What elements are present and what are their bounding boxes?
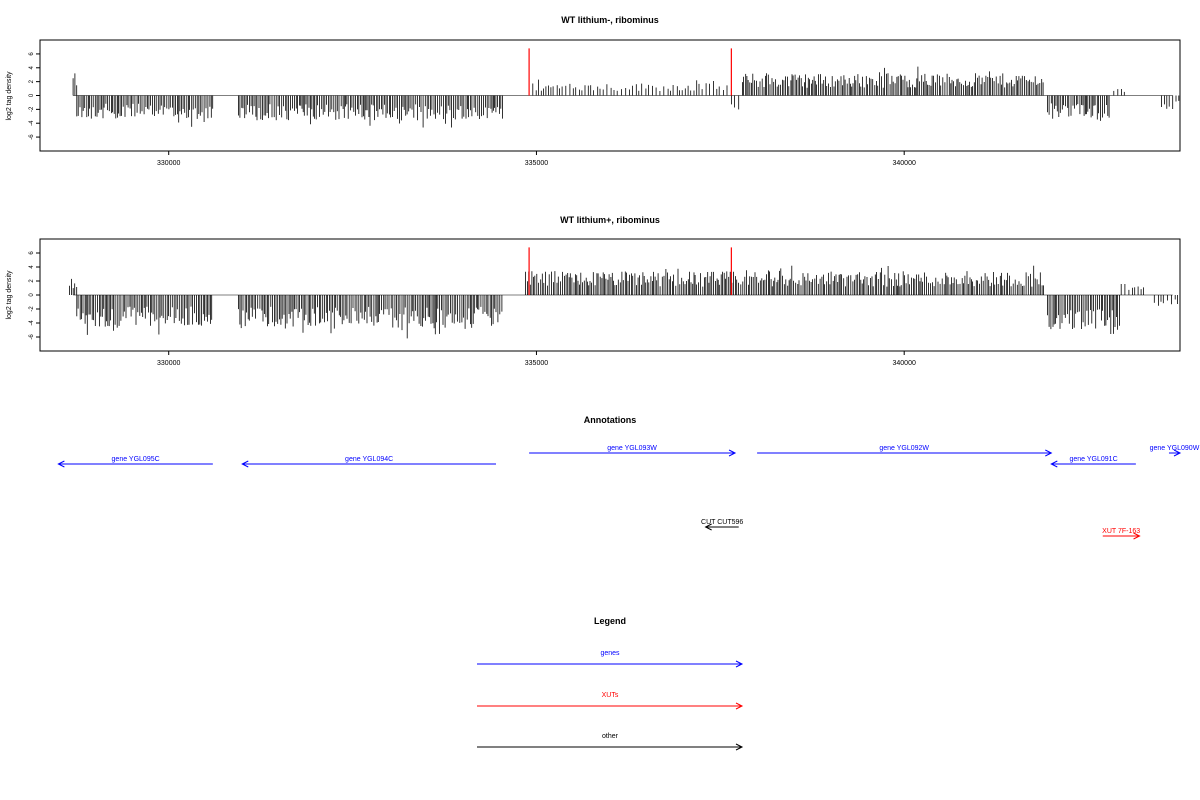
gene-feature: gene YGL090W xyxy=(1150,445,1200,457)
gene-label: gene YGL095C xyxy=(112,456,160,463)
feature-arrow-head xyxy=(1173,449,1182,457)
gene-label: gene YGL091C xyxy=(1070,456,1118,463)
feature-arrow-head xyxy=(1050,460,1058,468)
gene-label: gene YGL092W xyxy=(879,445,929,452)
legend-label: XUTs xyxy=(602,692,619,699)
y-tick-label: 0 xyxy=(29,93,35,97)
feature-label: XUT 7F-163 xyxy=(1102,528,1140,535)
track-panel-lithium-minus: WT lithium-, ribominus log2 tag density … xyxy=(6,15,1181,167)
feature-arrow-head xyxy=(728,449,737,457)
feature-arrow-head xyxy=(735,743,744,751)
density-segment xyxy=(731,95,740,110)
feature-arrow-head xyxy=(1045,449,1053,457)
density-segment xyxy=(1113,89,1125,96)
panel-title: WT lithium-, ribominus xyxy=(561,15,659,25)
density-segment xyxy=(69,278,78,295)
feature-arrow-head xyxy=(241,460,249,468)
other-feature: CUT CUT596 xyxy=(701,519,743,531)
y-tick-label: 2 xyxy=(29,279,35,283)
y-tick-label: -2 xyxy=(29,306,35,312)
y-axis-label: log2 tag density xyxy=(6,71,13,121)
x-tick-label: 330000 xyxy=(157,160,180,167)
density-segment xyxy=(742,66,1044,96)
x-tick-label: 335000 xyxy=(525,160,548,167)
gene-feature: gene YGL093W xyxy=(529,445,737,457)
density-segment xyxy=(238,95,504,128)
y-tick-label: 4 xyxy=(29,265,35,269)
y-tick-label: -4 xyxy=(29,120,35,126)
density-segment xyxy=(1047,95,1110,121)
y-tick-label: 4 xyxy=(29,65,35,69)
density-segment xyxy=(76,95,214,127)
gene-feature: gene YGL092W xyxy=(757,445,1053,457)
feature-arrow-head xyxy=(1133,532,1141,540)
gene-feature: gene YGL095C xyxy=(57,456,213,468)
y-tick-label: -2 xyxy=(29,106,35,112)
gene-label: gene YGL090W xyxy=(1150,445,1200,452)
gene-feature: gene YGL091C xyxy=(1050,456,1136,468)
density-segment xyxy=(532,79,728,96)
legend-label: genes xyxy=(600,650,620,657)
annotation-track: Annotations gene YGL095C gene YGL094C gene… xyxy=(57,415,1200,540)
density-segment xyxy=(76,295,213,335)
gene-label: gene YGL093W xyxy=(607,445,657,452)
x-tick-label: 340000 xyxy=(893,360,916,367)
density-segment xyxy=(525,265,1044,295)
feature-label: CUT CUT596 xyxy=(701,519,743,526)
x-tick-label: 335000 xyxy=(525,360,548,367)
y-tick-label: 0 xyxy=(29,293,35,297)
feature-arrow-head xyxy=(735,702,744,710)
legend-item: genes xyxy=(477,650,744,668)
y-tick-label: 6 xyxy=(29,251,35,255)
panel-title: WT lithium+, ribominus xyxy=(560,215,660,225)
legend: Legend genes XUTs other xyxy=(477,616,744,751)
legend-item: other xyxy=(477,733,744,751)
y-tick-label: -6 xyxy=(29,134,35,140)
x-tick-label: 340000 xyxy=(893,160,916,167)
track-panel-lithium-plus: WT lithium+, ribominus log2 tag density … xyxy=(6,215,1181,367)
other-feature: XUT 7F-163 xyxy=(1102,528,1141,540)
feature-arrow-head xyxy=(735,660,744,668)
density-segment xyxy=(72,73,78,96)
y-tick-label: 6 xyxy=(29,52,35,56)
x-tick-label: 330000 xyxy=(157,360,180,367)
feature-arrow-head xyxy=(57,460,65,468)
feature-arrow-head xyxy=(704,523,712,531)
y-tick-label: -4 xyxy=(29,320,35,326)
density-segment xyxy=(1120,284,1144,295)
legend-item: XUTs xyxy=(477,692,744,710)
y-tick-label: -6 xyxy=(29,334,35,340)
density-segment xyxy=(1153,295,1181,306)
gene-feature: gene YGL094C xyxy=(241,456,496,468)
gene-label: gene YGL094C xyxy=(345,456,393,463)
density-segment xyxy=(1047,295,1120,334)
legend-title: Legend xyxy=(594,616,626,626)
legend-label: other xyxy=(602,733,619,740)
y-tick-label: 2 xyxy=(29,79,35,83)
density-segment xyxy=(238,295,503,339)
annotations-title: Annotations xyxy=(584,415,637,425)
density-segment xyxy=(1161,95,1180,109)
y-axis-label: log2 tag density xyxy=(6,270,13,320)
